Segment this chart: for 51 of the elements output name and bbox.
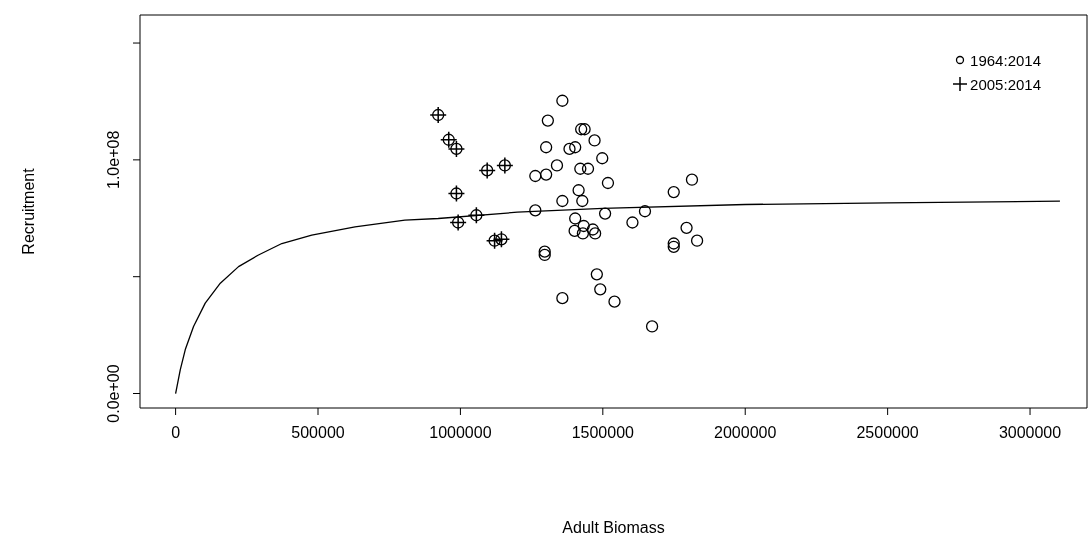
y-tick-label: 1.0e+08 xyxy=(105,130,122,189)
point xyxy=(569,212,582,225)
point xyxy=(539,141,553,154)
y-axis-title: Recruitment xyxy=(19,167,37,255)
point xyxy=(645,320,659,333)
point xyxy=(541,114,554,127)
point xyxy=(538,248,551,262)
x-tick-label: 1000000 xyxy=(429,424,492,442)
point xyxy=(601,176,615,190)
point xyxy=(626,216,639,229)
point xyxy=(588,227,602,240)
line-series xyxy=(174,200,1061,395)
point xyxy=(568,224,581,238)
point xyxy=(581,162,595,175)
legend-label: 2005:2014 xyxy=(970,75,1041,93)
point xyxy=(569,141,582,154)
point xyxy=(572,184,585,197)
point xyxy=(638,205,652,218)
point xyxy=(577,219,590,233)
point xyxy=(538,245,551,258)
x-tick-label: 2000000 xyxy=(714,424,777,442)
point xyxy=(667,185,680,199)
point xyxy=(563,142,576,156)
point xyxy=(588,134,601,147)
point xyxy=(539,168,553,181)
y-tick-label: 0.0e+00 xyxy=(105,364,122,423)
point xyxy=(586,223,599,236)
point xyxy=(556,194,569,208)
point xyxy=(680,221,693,235)
point xyxy=(529,204,542,217)
x-tick-label: 2500000 xyxy=(856,424,919,442)
point xyxy=(685,173,699,186)
point xyxy=(529,169,542,183)
point xyxy=(576,194,589,208)
point xyxy=(556,292,569,305)
x-axis-title: Adult Biomass xyxy=(562,519,665,536)
point xyxy=(574,162,587,175)
legend-label: 1964:2014 xyxy=(970,51,1041,69)
point xyxy=(608,295,621,308)
point xyxy=(590,268,603,281)
point xyxy=(596,152,609,165)
point xyxy=(576,227,590,240)
point xyxy=(598,207,612,220)
point xyxy=(594,283,607,296)
point xyxy=(556,94,569,107)
x-tick-label: 0 xyxy=(171,424,181,442)
x-tick-label: 1500000 xyxy=(571,424,635,442)
x-tick-label: 3000000 xyxy=(998,424,1062,442)
point xyxy=(690,234,704,247)
x-tick-label: 500000 xyxy=(291,424,345,442)
point xyxy=(550,159,564,172)
